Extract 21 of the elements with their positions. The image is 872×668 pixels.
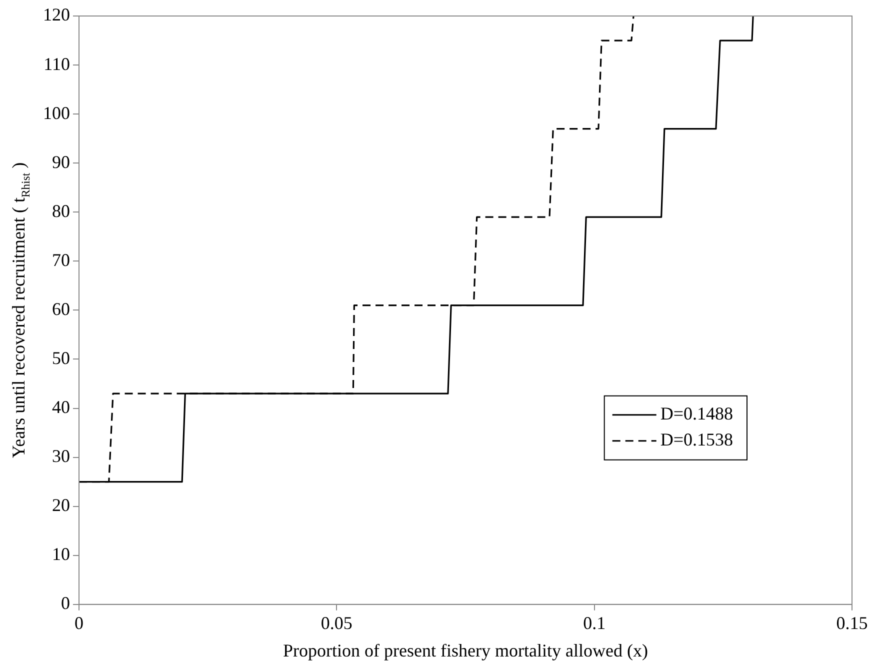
y-tick-label: 70	[52, 250, 70, 270]
x-axis-title: Proportion of present fishery mortality allowed (x)	[283, 640, 648, 661]
y-tick-label: 0	[61, 593, 70, 614]
x-tick-label: 0.1	[583, 612, 606, 633]
y-tick-label: 100	[43, 102, 70, 123]
x-tick-label: 0.15	[836, 612, 868, 633]
y-tick-label: 80	[52, 200, 70, 221]
legend-label: D=0.1488	[660, 404, 734, 424]
y-axis-title: Years until recovered recruitment ( tRhist )	[8, 162, 32, 458]
y-tick-label: 60	[52, 298, 70, 319]
y-tick-label: 30	[52, 446, 70, 466]
y-tick-label: 50	[52, 348, 70, 368]
legend-label: D=0.1538	[660, 430, 734, 450]
y-tick-label: 120	[43, 4, 70, 25]
y-tick-label: 110	[44, 54, 70, 74]
y-tick-label: 20	[52, 495, 70, 516]
x-tick-label: 0.05	[320, 612, 352, 633]
y-tick-label: 10	[52, 544, 70, 564]
y-tick-label: 90	[52, 152, 70, 172]
y-tick-label: 40	[52, 397, 70, 417]
x-tick-label: 0	[74, 612, 84, 633]
